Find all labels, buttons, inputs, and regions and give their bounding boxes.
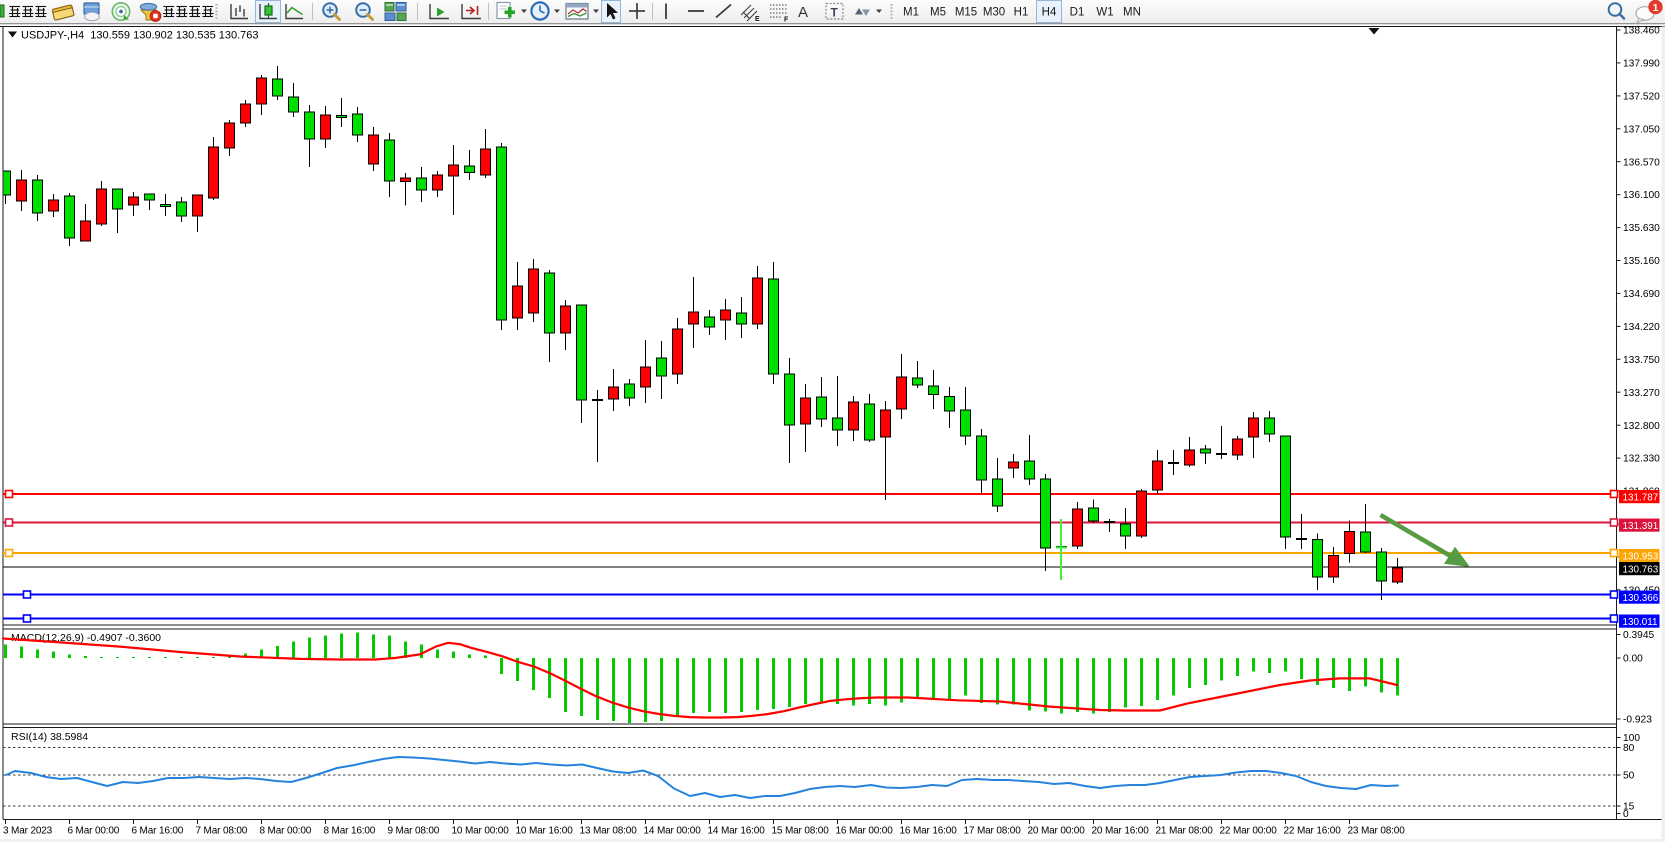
svg-text:136.100: 136.100 — [1623, 190, 1660, 201]
svg-text:22 Mar 16:00: 22 Mar 16:00 — [1284, 826, 1342, 837]
svg-text:9 Mar 08:00: 9 Mar 08:00 — [388, 826, 440, 837]
svg-text:22 Mar 00:00: 22 Mar 00:00 — [1220, 826, 1278, 837]
svg-text:17 Mar 08:00: 17 Mar 08:00 — [964, 826, 1022, 837]
svg-text:8 Mar 00:00: 8 Mar 00:00 — [260, 826, 312, 837]
svg-text:15 Mar 08:00: 15 Mar 08:00 — [772, 826, 830, 837]
svg-text:13 Mar 08:00: 13 Mar 08:00 — [580, 826, 638, 837]
svg-text:M1: M1 — [903, 7, 919, 19]
svg-text:16 Mar 16:00: 16 Mar 16:00 — [900, 826, 958, 837]
svg-text:10 Mar 00:00: 10 Mar 00:00 — [452, 826, 510, 837]
svg-text:15: 15 — [1623, 802, 1635, 813]
svg-text:M30: M30 — [983, 7, 1005, 19]
svg-text:A: A — [798, 4, 808, 21]
svg-text:80: 80 — [1623, 743, 1635, 754]
svg-text:W1: W1 — [1096, 7, 1113, 19]
svg-text:3 Mar 2023: 3 Mar 2023 — [3, 826, 53, 837]
svg-text:T: T — [831, 6, 839, 20]
svg-text:135.630: 135.630 — [1623, 223, 1660, 234]
svg-text:131.787: 131.787 — [1623, 492, 1659, 503]
svg-text:130.366: 130.366 — [1623, 593, 1659, 604]
svg-text:134.690: 134.690 — [1623, 289, 1660, 300]
svg-text:134.220: 134.220 — [1623, 322, 1660, 333]
svg-text:137.520: 137.520 — [1623, 92, 1660, 103]
svg-text:8 Mar 16:00: 8 Mar 16:00 — [324, 826, 376, 837]
svg-text:50: 50 — [1623, 771, 1635, 782]
svg-text:0.00: 0.00 — [1623, 654, 1643, 665]
svg-text:7 Mar 08:00: 7 Mar 08:00 — [196, 826, 248, 837]
svg-text:-0.923: -0.923 — [1623, 715, 1652, 726]
svg-text:USDJPY-,H4 130.559 130.902 13: USDJPY-,H4 130.559 130.902 130.535 130.7… — [21, 30, 259, 42]
svg-text:RSI(14) 38.5984: RSI(14) 38.5984 — [11, 731, 88, 743]
svg-text:D1: D1 — [1070, 7, 1085, 19]
svg-text:16 Mar 00:00: 16 Mar 00:00 — [836, 826, 894, 837]
svg-text:138.460: 138.460 — [1623, 26, 1660, 37]
svg-text:0.3945: 0.3945 — [1623, 630, 1654, 641]
svg-text:MACD(12,26,9) -0.4907 -0.3600: MACD(12,26,9) -0.4907 -0.3600 — [11, 632, 161, 644]
svg-text:132.330: 132.330 — [1623, 454, 1660, 465]
svg-text:H4: H4 — [1042, 7, 1057, 19]
svg-text:M15: M15 — [955, 7, 977, 19]
svg-text:F: F — [784, 17, 789, 24]
svg-text:10 Mar 16:00: 10 Mar 16:00 — [516, 826, 574, 837]
svg-text:130.011: 130.011 — [1623, 617, 1658, 628]
svg-text:100: 100 — [1623, 733, 1640, 744]
svg-text:20 Mar 16:00: 20 Mar 16:00 — [1092, 826, 1150, 837]
svg-text:6 Mar 00:00: 6 Mar 00:00 — [68, 826, 120, 837]
svg-text:131.391: 131.391 — [1623, 521, 1659, 532]
svg-text:133.270: 133.270 — [1623, 388, 1660, 399]
svg-text:14 Mar 16:00: 14 Mar 16:00 — [708, 826, 766, 837]
svg-text:132.800: 132.800 — [1623, 421, 1660, 432]
svg-text:6 Mar 16:00: 6 Mar 16:00 — [132, 826, 184, 837]
svg-text:0: 0 — [1623, 809, 1629, 820]
svg-text:23 Mar 08:00: 23 Mar 08:00 — [1348, 826, 1406, 837]
svg-text:21 Mar 08:00: 21 Mar 08:00 — [1156, 826, 1214, 837]
svg-text:130.763: 130.763 — [1623, 564, 1659, 575]
svg-text:135.160: 135.160 — [1623, 256, 1660, 267]
svg-text:137.050: 137.050 — [1623, 124, 1660, 135]
svg-text:MN: MN — [1123, 7, 1141, 19]
svg-text:H1: H1 — [1014, 7, 1029, 19]
svg-text:136.570: 136.570 — [1623, 157, 1660, 168]
svg-text:133.750: 133.750 — [1623, 355, 1660, 366]
svg-text:14 Mar 00:00: 14 Mar 00:00 — [644, 826, 702, 837]
svg-text:1: 1 — [1653, 2, 1659, 14]
svg-text:137.990: 137.990 — [1623, 59, 1660, 70]
svg-text:20 Mar 00:00: 20 Mar 00:00 — [1028, 826, 1086, 837]
svg-text:M5: M5 — [930, 7, 946, 19]
svg-text:E: E — [755, 16, 760, 23]
svg-text:130.953: 130.953 — [1623, 551, 1659, 562]
